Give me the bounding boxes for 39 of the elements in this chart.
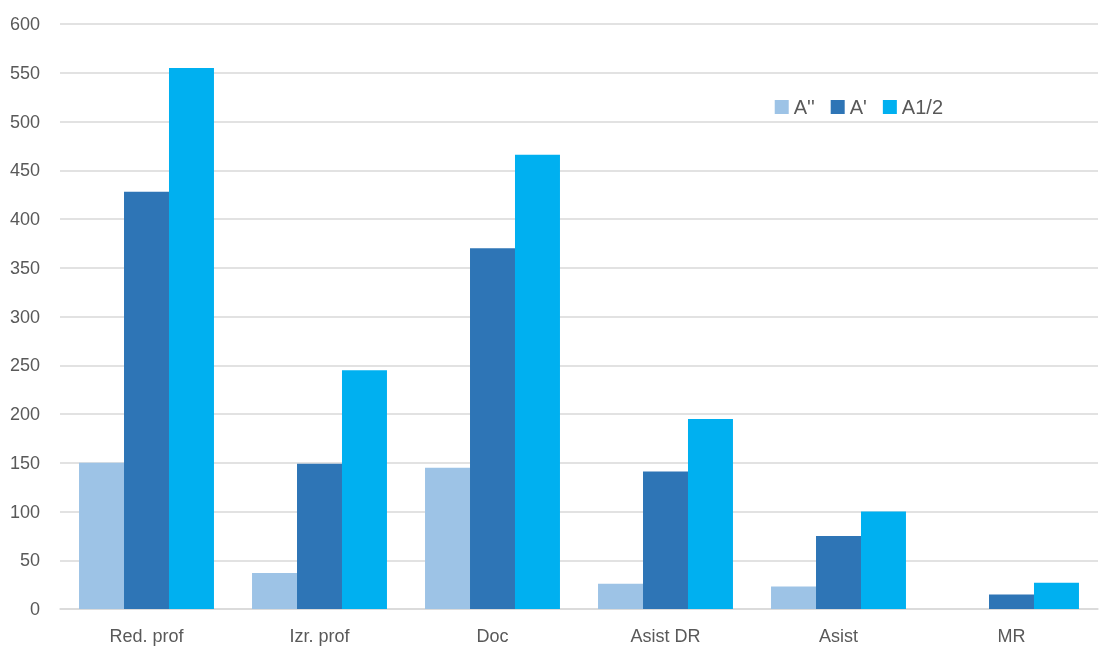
y-tick-label: 400 [9,209,40,229]
bar [1033,582,1079,609]
x-tick-label: Doc [476,626,509,646]
y-tick-label: 300 [9,306,40,327]
y-tick-label: 100 [9,501,40,522]
bar [816,535,861,609]
bar [252,572,298,609]
legend-label: A' [849,96,867,118]
y-tick-label: 450 [9,160,40,181]
y-tick-label: 50 [19,550,40,571]
y-tick-label: 200 [9,404,40,424]
bar [598,583,644,609]
bar [124,191,169,609]
bar [168,67,214,609]
y-tick-label: 350 [9,257,40,278]
bar [514,154,560,609]
x-tick-label: Asist [818,626,859,646]
x-tick-label: Asist DR [630,626,701,646]
y-tick-label: 600 [9,14,40,34]
y-tick-label: 500 [9,111,40,132]
legend-label: A'' [793,96,815,118]
y-tick-label: 0 [29,599,40,619]
bar [860,511,906,609]
x-tick-label: Izr. prof [289,626,351,646]
bar [425,467,471,609]
bar [470,248,515,609]
bar [687,418,733,609]
bar [341,370,387,609]
bar [297,463,342,609]
bar [79,462,125,609]
y-tick-label: 150 [9,452,40,473]
legend-label: A1/2 [901,96,944,118]
y-tick-label: 550 [9,62,40,83]
y-tick-label: 250 [9,355,40,376]
x-tick-label: Red. prof [109,626,185,646]
x-tick-label: MR [997,626,1026,646]
bar [989,594,1034,609]
bar [643,471,688,609]
bar [771,586,817,609]
